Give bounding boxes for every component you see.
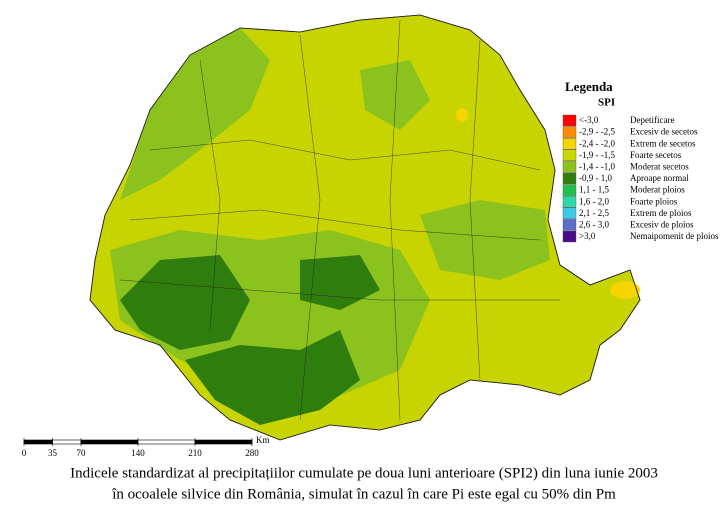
legend-range: 2,6 - 3,0: [579, 219, 609, 229]
legend-swatch: [562, 149, 577, 162]
scale-segment: [23, 439, 53, 445]
scale-segment: [80, 439, 139, 445]
scale-label: 35: [48, 448, 58, 458]
legend-swatch: [562, 195, 577, 208]
scale-segment: [137, 439, 196, 445]
legend-label: Moderat ploios: [630, 185, 685, 195]
legend-swatch: [562, 161, 577, 173]
legend-label: Moderat secetos: [630, 161, 689, 171]
zone-moderate: [120, 28, 270, 200]
legend-swatch: [562, 207, 577, 220]
legend-range: -2,4 - -2,0: [579, 138, 615, 148]
legend-label: Foarte ploios: [630, 196, 678, 206]
legend-label: Extrem de ploios: [630, 208, 692, 218]
scale-label: 140: [131, 448, 145, 458]
legend-range: 1,6 - 2,0: [579, 196, 609, 206]
legend-swatch: [562, 184, 577, 196]
legend-range: -1,4 - -1,0: [579, 161, 615, 171]
legend-range: 1,1 - 1,5: [579, 185, 609, 195]
caption-line: Indicele standardizat al precipitațiilor…: [70, 465, 658, 481]
zone-normal: [300, 255, 380, 310]
legend-title: Legenda: [565, 79, 613, 94]
scale-label: 280: [245, 448, 259, 458]
border: [89, 14, 641, 441]
legend-label: Depetificare: [630, 115, 674, 125]
legend-swatch: [562, 126, 577, 138]
zone-moderate: [360, 60, 430, 130]
romania-map: [89, 14, 641, 441]
caption-line: în ocoalele silvice din România, simulat…: [111, 486, 616, 502]
legend-range: <-3,0: [579, 115, 599, 125]
legend-range: >3,0: [579, 231, 596, 241]
scale-bar: 0 35 70 140 210 280 Km: [22, 435, 270, 458]
zones: [110, 28, 640, 425]
legend-subtitle: SPI: [598, 97, 615, 109]
legend-swatch: [562, 230, 577, 243]
scale-segment: [52, 439, 82, 445]
scale-label: 0: [22, 448, 27, 458]
zone-dry: [456, 108, 468, 122]
legend-label: Aproape normal: [630, 173, 689, 183]
legend-label: Extrem de secetos: [630, 138, 696, 148]
legend-label: Nemaipomenit de ploios: [630, 231, 719, 241]
legend-swatch: [562, 219, 577, 231]
legend-swatch: [562, 137, 577, 150]
zone-normal: [120, 255, 250, 350]
scale-label: 70: [77, 448, 87, 458]
legend-label: Excesiv de ploios: [630, 219, 694, 229]
legend-swatch: [562, 114, 577, 127]
zone-normal: [185, 330, 360, 425]
legend: Legenda SPI <-3,0 Depetificare -2,9 - -2,5…: [562, 79, 719, 243]
scale-label: 210: [188, 448, 202, 458]
legend-swatch: [562, 172, 577, 185]
zone-moderate: [420, 200, 550, 280]
legend-range: -0,9 - 1,0: [579, 173, 612, 183]
legend-range: -2,9 - -2,5: [579, 127, 615, 137]
zone-dry: [610, 281, 640, 299]
legend-range: 2,1 - 2,5: [579, 208, 609, 218]
scale-unit: Km: [256, 435, 270, 445]
legend-label: Excesiv de secetos: [630, 127, 698, 137]
scale-segment: [194, 439, 253, 445]
district-lines: [119, 19, 560, 421]
legend-range: -1,9 - -1,5: [579, 150, 615, 160]
legend-label: Foarte secetos: [630, 150, 682, 160]
